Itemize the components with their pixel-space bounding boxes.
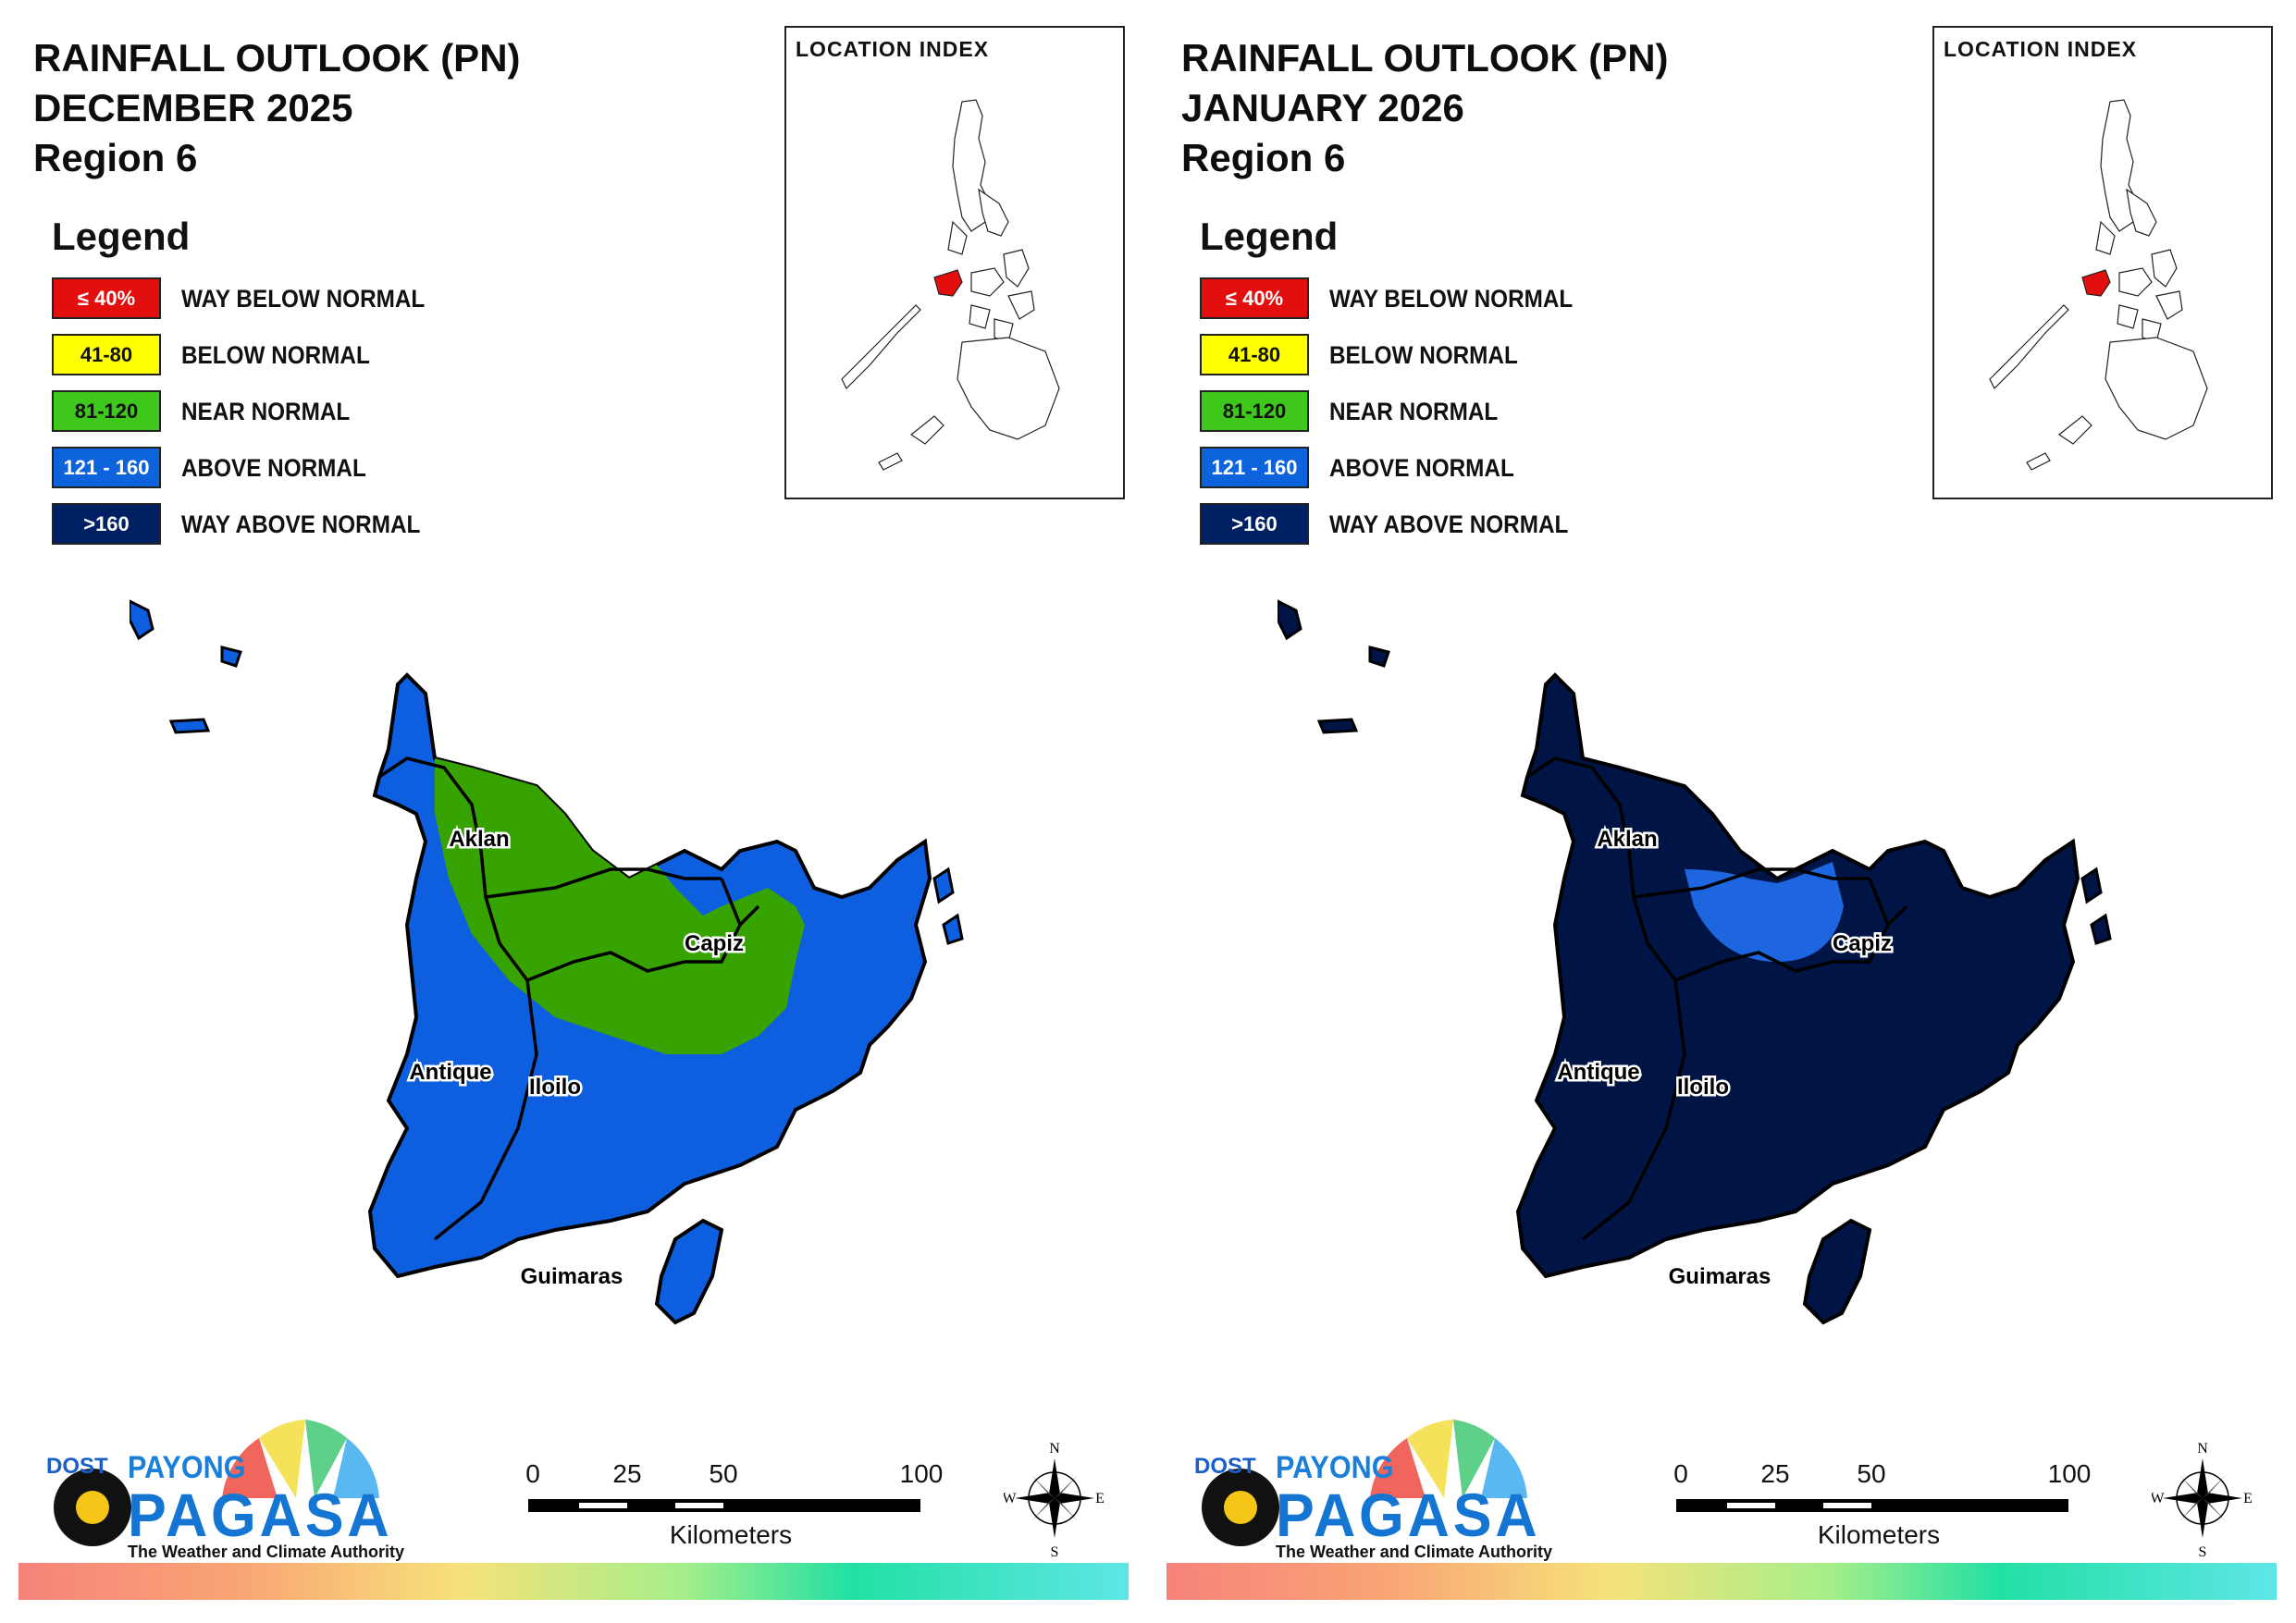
- umbrella-icon: [1202, 1420, 1527, 1546]
- province-label-aklan: Aklan: [449, 827, 509, 852]
- scale-tick-50: 50: [1857, 1459, 1886, 1488]
- pagasa-text: PAGASA: [128, 1481, 393, 1549]
- legend-label: WAY ABOVE NORMAL: [1329, 510, 1569, 538]
- province-label-capiz: Capiz: [1833, 931, 1892, 956]
- logo-tagline: The Weather and Climate Authority: [128, 1543, 405, 1561]
- brand-gradient-bar: [1167, 1563, 2277, 1600]
- scale-tick-100: 100: [2047, 1459, 2092, 1488]
- scale-tick-50: 50: [709, 1459, 738, 1488]
- map-title: RAINFALL OUTLOOK (PN) DECEMBER 2025 Regi…: [33, 33, 521, 183]
- legend-label: NEAR NORMAL: [181, 398, 351, 425]
- legend-swatch: 81-120: [52, 390, 161, 432]
- legend-swatch: 41-80: [1200, 334, 1309, 375]
- payong-text: PAYONG: [128, 1450, 246, 1485]
- location-index-title: LOCATION INDEX: [796, 37, 990, 61]
- province-label-antique: Antique: [409, 1060, 491, 1085]
- scale-units: Kilometers: [669, 1520, 793, 1549]
- legend-swatch: 41-80: [52, 334, 161, 375]
- legend-swatch: 121 - 160: [52, 447, 161, 488]
- title-line-2: JANUARY 2026: [1181, 86, 1464, 129]
- region-6-map: Aklan Capiz Antique Iloilo Guimaras: [130, 599, 964, 1325]
- legend-label: WAY BELOW NORMAL: [181, 285, 426, 313]
- philippines-index-map: [841, 99, 1060, 471]
- title-line-3: Region 6: [1181, 136, 1346, 179]
- province-label-antique: Antique: [1557, 1060, 1639, 1085]
- legend-title: Legend: [1200, 215, 1339, 258]
- legend-label: WAY ABOVE NORMAL: [181, 510, 421, 538]
- legend-swatch: 81-120: [1200, 390, 1309, 432]
- scale-tick-0: 0: [525, 1459, 540, 1488]
- compass-n: N: [1049, 1441, 1060, 1457]
- scale-bar: 0 25 50 100 Kilometers: [1673, 1459, 2091, 1570]
- payong-text: PAYONG: [1276, 1450, 1394, 1485]
- outlook-panel-december: RAINFALL OUTLOOK (PN) DECEMBER 2025 Regi…: [19, 26, 1129, 1600]
- compass-rose: N S E W: [1002, 1438, 1105, 1560]
- legend-label: BELOW NORMAL: [1329, 341, 1518, 369]
- province-label-aklan: Aklan: [1597, 827, 1657, 852]
- compass-e: E: [2243, 1491, 2253, 1506]
- compass-s: S: [2199, 1544, 2207, 1558]
- legend-title: Legend: [52, 215, 191, 258]
- payong-pagasa-logo: DOST PAYONG PAGASA The Weather and Clima…: [1176, 1387, 1552, 1572]
- scale-tick-0: 0: [1673, 1459, 1688, 1488]
- legend-label: ABOVE NORMAL: [181, 454, 366, 482]
- map-title: RAINFALL OUTLOOK (PN) JANUARY 2026 Regio…: [1181, 33, 1669, 183]
- brand-gradient-bar: [19, 1563, 1129, 1600]
- legend-label: ABOVE NORMAL: [1329, 454, 1514, 482]
- scale-bar: 0 25 50 100 Kilometers: [525, 1459, 943, 1570]
- compass-rose: N S E W: [2150, 1438, 2253, 1560]
- location-index-title: LOCATION INDEX: [1944, 37, 2138, 61]
- dost-text: DOST: [1194, 1454, 1256, 1479]
- legend-swatch: >160: [52, 503, 161, 545]
- legend-label: BELOW NORMAL: [181, 341, 370, 369]
- scale-tick-25: 25: [612, 1459, 642, 1488]
- umbrella-icon: [54, 1420, 379, 1546]
- legend-label: NEAR NORMAL: [1329, 398, 1499, 425]
- logo-tagline: The Weather and Climate Authority: [1276, 1543, 1553, 1561]
- pagasa-text: PAGASA: [1276, 1481, 1541, 1549]
- title-line-1: RAINFALL OUTLOOK (PN): [33, 36, 521, 80]
- legend-label: WAY BELOW NORMAL: [1329, 285, 1574, 313]
- outlook-panel-january: RAINFALL OUTLOOK (PN) JANUARY 2026 Regio…: [1148, 0, 2296, 1623]
- compass-e: E: [1095, 1491, 1105, 1506]
- title-line-2: DECEMBER 2025: [33, 86, 353, 129]
- scale-tick-25: 25: [1760, 1459, 1790, 1488]
- scale-bar-graphic: [1676, 1499, 2068, 1512]
- province-label-guimaras: Guimaras: [1669, 1264, 1771, 1289]
- compass-w: W: [2152, 1491, 2165, 1506]
- compass-icon: N S E W: [2150, 1441, 2253, 1560]
- province-label-iloilo: Iloilo: [1677, 1075, 1729, 1100]
- title-line-1: RAINFALL OUTLOOK (PN): [1181, 36, 1669, 80]
- compass-icon: N S E W: [1002, 1441, 1105, 1560]
- location-index: LOCATION INDEX: [784, 26, 1125, 499]
- dost-text: DOST: [46, 1454, 108, 1479]
- compass-w: W: [1004, 1491, 1017, 1506]
- scale-bar-graphic: [528, 1499, 920, 1512]
- legend-swatch: 121 - 160: [1200, 447, 1309, 488]
- scale-units: Kilometers: [1817, 1520, 1941, 1549]
- location-index: LOCATION INDEX: [1932, 26, 2273, 499]
- payong-pagasa-logo: DOST PAYONG PAGASA The Weather and Clima…: [28, 1387, 404, 1572]
- region-6-map: Aklan Capiz Antique Iloilo Guimaras: [1278, 599, 2112, 1325]
- legend-swatch: >160: [1200, 503, 1309, 545]
- scale-tick-100: 100: [899, 1459, 944, 1488]
- philippines-index-map: [1989, 99, 2208, 471]
- compass-s: S: [1051, 1544, 1059, 1558]
- province-label-iloilo: Iloilo: [529, 1075, 581, 1100]
- outlook-overlay-region: [1685, 862, 1844, 962]
- title-line-3: Region 6: [33, 136, 198, 179]
- legend-swatch: ≤ 40%: [52, 277, 161, 319]
- province-label-guimaras: Guimaras: [521, 1264, 623, 1289]
- compass-n: N: [2197, 1441, 2208, 1457]
- province-label-capiz: Capiz: [685, 931, 744, 956]
- legend-swatch: ≤ 40%: [1200, 277, 1309, 319]
